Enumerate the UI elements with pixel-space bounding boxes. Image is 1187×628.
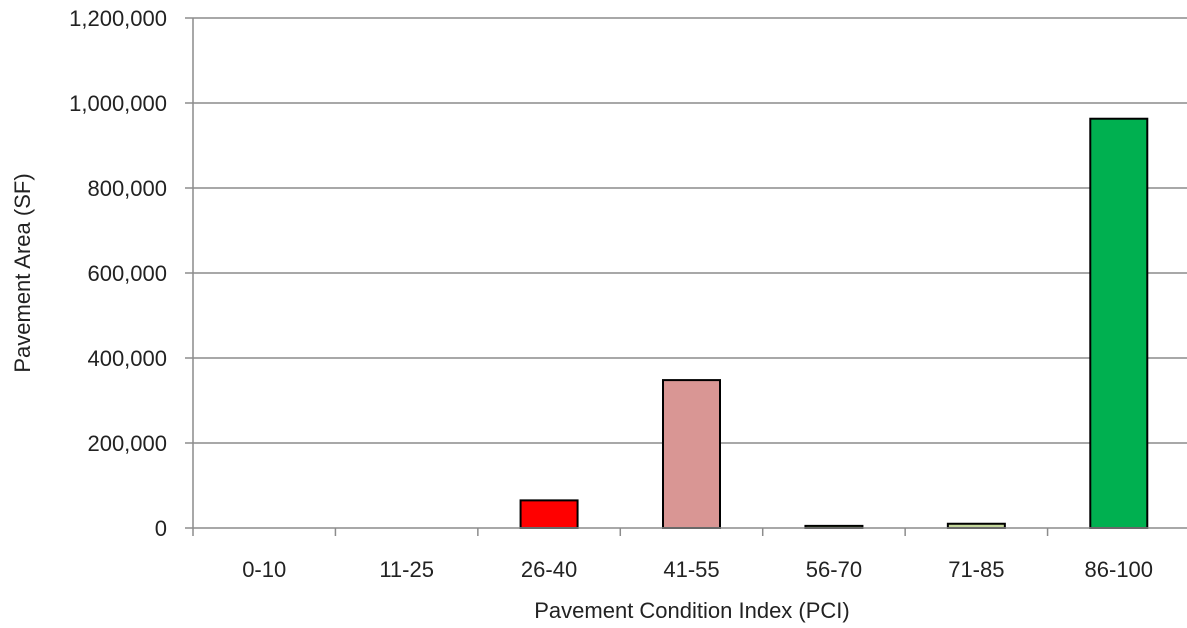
x-tick-labels: 0-10 11-25 26-40 41-55 56-70 71-85 86-100 (242, 557, 1153, 582)
y-tick-label: 600,000 (87, 261, 167, 286)
y-tick-labels: 0 200,000 400,000 600,000 800,000 1,000,000 1,… (69, 6, 167, 541)
x-tick-label: 26-40 (521, 557, 577, 582)
x-tick-label: 11-25 (379, 557, 434, 582)
x-tick-label: 41-55 (663, 557, 719, 582)
y-tick-label: 400,000 (87, 346, 167, 371)
bar-86-100 (1089, 117, 1149, 529)
y-tick-label: 1,000,000 (69, 91, 167, 116)
x-tick-label: 56-70 (806, 557, 862, 582)
x-axis-title: Pavement Condition Index (PCI) (534, 598, 850, 623)
x-tick-label: 86-100 (1085, 557, 1154, 582)
y-tick-label: 1,200,000 (69, 6, 167, 31)
x-tick-label: 0-10 (242, 557, 286, 582)
bar-26-40 (519, 499, 579, 529)
x-tick-label: 71-85 (948, 557, 1004, 582)
y-tick-label: 0 (155, 516, 167, 541)
y-axis-title: Pavement Area (SF) (10, 173, 35, 372)
axes (185, 17, 1187, 536)
bars (519, 117, 1149, 529)
y-tick-label: 200,000 (87, 431, 167, 456)
bar-41-55 (662, 379, 721, 529)
y-tick-label: 800,000 (87, 176, 167, 201)
gridlines (193, 17, 1187, 444)
